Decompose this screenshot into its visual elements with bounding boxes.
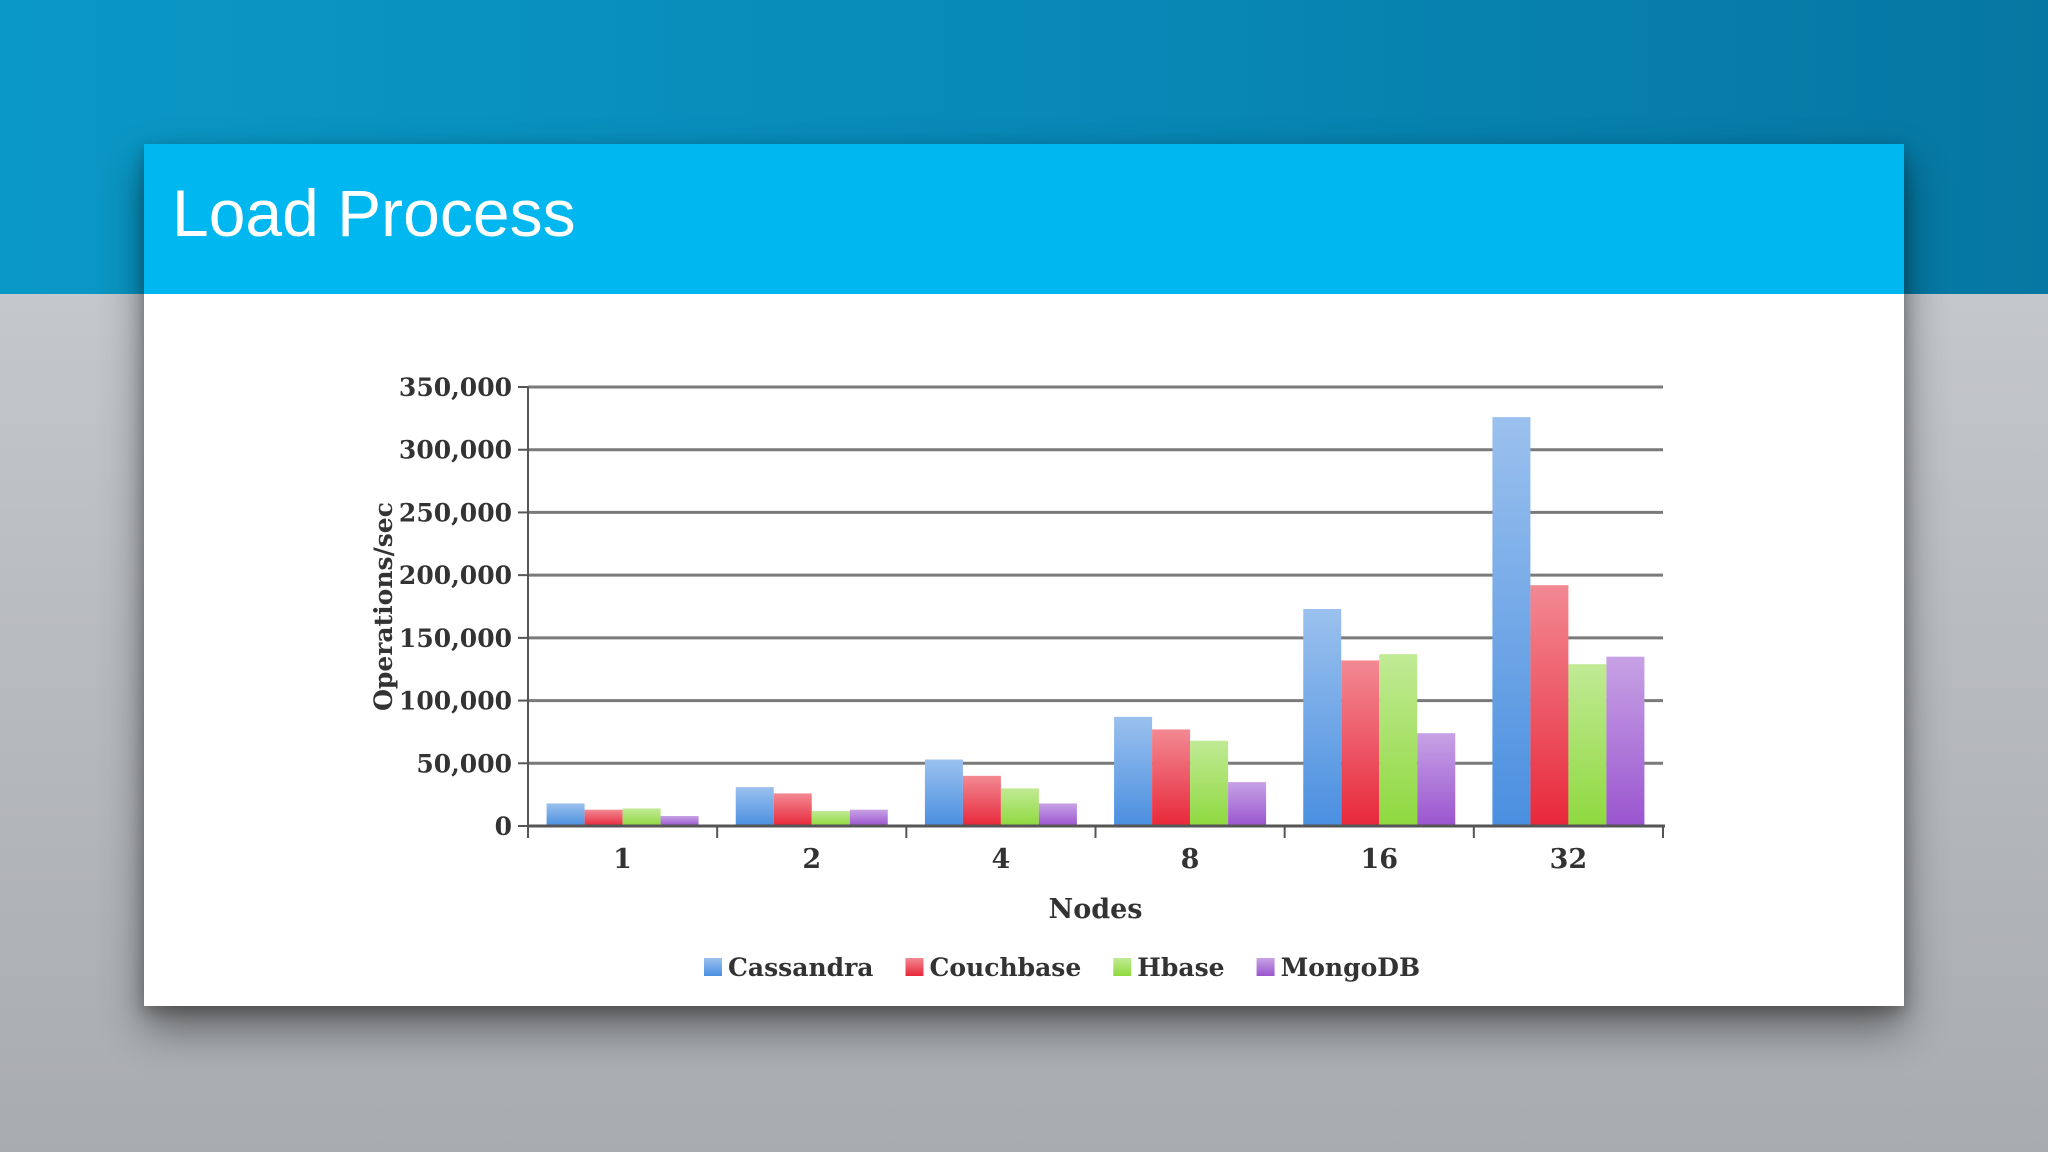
slide-title: Load Process <box>172 176 576 250</box>
bar-mongodb-1 <box>660 815 699 826</box>
bar-mongodb-32 <box>1606 656 1645 826</box>
y-tick-label: 150,000 <box>399 624 512 653</box>
bar-hbase-32 <box>1568 664 1607 826</box>
x-axis-title: Nodes <box>1049 894 1143 925</box>
y-tick-label: 350,000 <box>399 373 512 402</box>
bar-hbase-4 <box>1000 788 1039 826</box>
chart-labels: 0 50,000 100,000 150,000 200,000 250,000 300,0… <box>369 373 1587 925</box>
bar-couchbase-16 <box>1341 660 1380 826</box>
legend-label-couchbase: Couchbase <box>929 953 1081 982</box>
legend-swatch-hbase <box>1113 958 1132 976</box>
x-tick-label: 1 <box>613 844 632 875</box>
legend-swatch-couchbase <box>905 958 924 976</box>
bar-couchbase-4 <box>962 775 1001 826</box>
bar-cassandra-1 <box>546 803 585 826</box>
y-tick-label: 250,000 <box>399 498 512 527</box>
x-tick-label: 16 <box>1360 844 1398 875</box>
bar-chart: 0 50,000 100,000 150,000 200,000 250,000 300,0… <box>369 373 1665 982</box>
bar-couchbase-8 <box>1152 729 1191 826</box>
chart-legend: Cassandra Couchbase Hbase MongoDB <box>704 953 1420 982</box>
bar-cassandra-4 <box>924 759 963 826</box>
slide: Load Process 0 50,000 100,000 150,000 200,00… <box>144 144 1904 1006</box>
y-tick-label: 200,000 <box>399 561 512 590</box>
bar-cassandra-2 <box>735 787 774 826</box>
legend-swatch-cassandra <box>704 958 722 976</box>
bar-cassandra-8 <box>1114 716 1153 826</box>
bar-hbase-16 <box>1379 654 1418 826</box>
x-tick-label: 2 <box>802 844 821 875</box>
bar-cassandra-32 <box>1492 417 1531 826</box>
bar-cassandra-16 <box>1303 609 1342 826</box>
legend-swatch-mongodb <box>1256 958 1275 976</box>
bar-couchbase-32 <box>1530 585 1569 826</box>
x-tick-label: 8 <box>1181 844 1200 875</box>
chart-gridlines <box>528 385 1663 765</box>
bar-hbase-2 <box>811 810 850 826</box>
y-tick-label: 0 <box>495 812 512 841</box>
chart-axes <box>518 386 1665 838</box>
y-tick-label: 50,000 <box>416 749 512 778</box>
legend-label-mongodb: MongoDB <box>1281 953 1421 982</box>
x-tick-label: 32 <box>1550 844 1588 875</box>
legend-label-hbase: Hbase <box>1137 953 1224 982</box>
y-tick-label: 100,000 <box>399 687 512 716</box>
y-axis-title: Operations/sec <box>369 502 398 711</box>
bar-hbase-1 <box>622 808 661 826</box>
bar-hbase-8 <box>1190 740 1229 826</box>
bar-mongodb-2 <box>849 809 888 826</box>
chart-bars <box>546 417 1645 826</box>
bar-couchbase-1 <box>584 809 623 826</box>
bar-couchbase-2 <box>773 793 812 826</box>
bar-mongodb-16 <box>1417 733 1456 826</box>
legend-label-cassandra: Cassandra <box>728 953 873 982</box>
bar-mongodb-8 <box>1228 782 1267 826</box>
x-tick-label: 4 <box>992 844 1011 875</box>
y-tick-label: 300,000 <box>399 436 512 465</box>
bar-mongodb-4 <box>1038 803 1077 826</box>
title-bar: Load Process <box>144 144 1904 294</box>
